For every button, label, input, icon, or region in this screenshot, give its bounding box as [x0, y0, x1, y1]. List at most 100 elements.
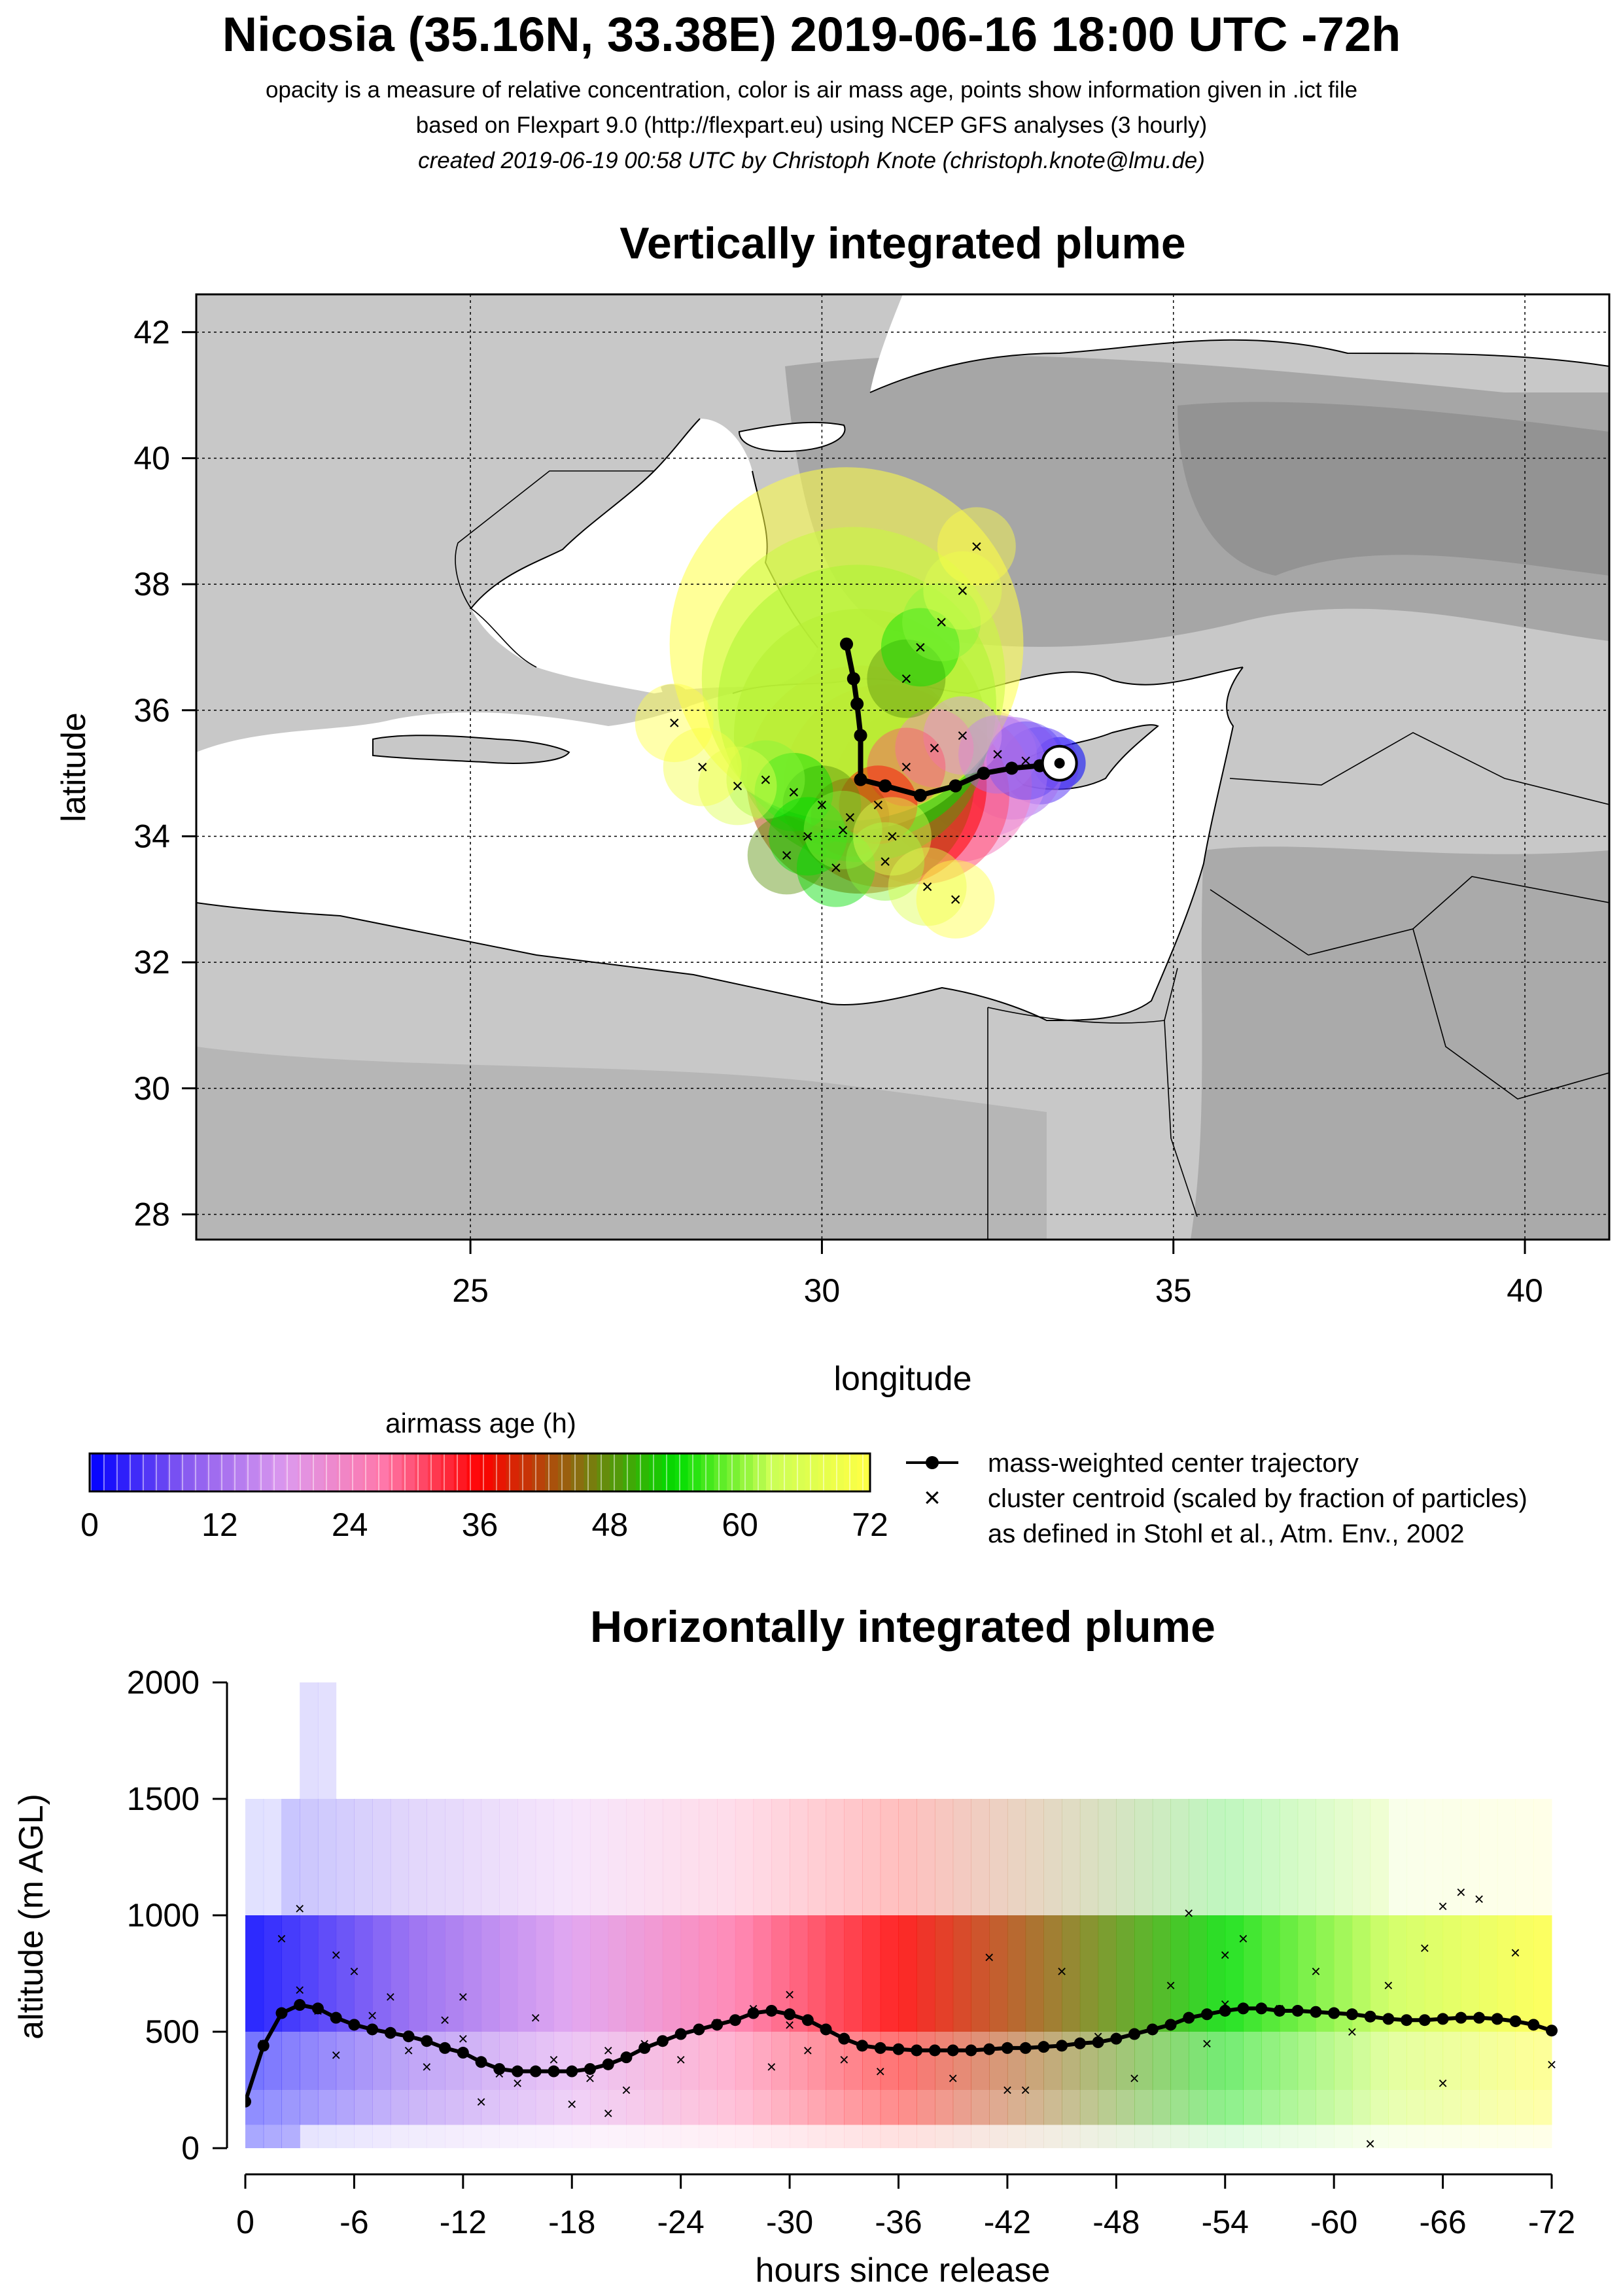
legend-centroid-icon: ×: [924, 1482, 941, 1514]
profile-band-cell: [535, 2090, 555, 2125]
profile-band-cell: [1134, 2125, 1153, 2148]
profile-band-cell: [790, 2032, 809, 2090]
profile-centroid-marker: ×: [404, 2040, 413, 2060]
profile-trajectory-point: [1509, 2015, 1522, 2027]
profile-band-cell: [916, 1799, 935, 1915]
profile-xtick-label: -24: [657, 2204, 705, 2240]
profile-band-cell: [626, 2125, 645, 2148]
profile-trajectory-point: [965, 2044, 977, 2057]
profile-band-cell: [408, 2125, 427, 2148]
profile-trajectory-point: [1073, 2037, 1086, 2049]
profile-band-cell: [1279, 2090, 1299, 2125]
profile-band-cell: [1479, 2032, 1498, 2090]
profile-trajectory-point: [928, 2044, 941, 2057]
map-centroid-marker: ×: [816, 794, 828, 816]
profile-band-cell: [971, 2032, 990, 2090]
colorbar-tick-label: 72: [852, 1506, 888, 1543]
profile-band-cell: [1152, 1799, 1172, 1915]
profile-band-cell: [1225, 1799, 1244, 1915]
profile-ytick-label: 0: [181, 2130, 200, 2166]
profile-band-cell: [1243, 2032, 1262, 2090]
profile-band-cell: [1062, 1915, 1081, 2032]
profile-xtick-label: -60: [1310, 2204, 1357, 2240]
profile-centroid-marker: ×: [985, 1947, 994, 1967]
profile-band-cell: [1442, 2125, 1461, 2148]
profile-band-cell: [1116, 1915, 1135, 2032]
profile-band-cell: [1424, 2090, 1444, 2125]
profile-band-cell: [971, 1915, 990, 2032]
profile-band-cell: [1025, 2090, 1044, 2125]
profile-band-cell: [826, 2125, 845, 2148]
profile-trajectory-point: [1346, 2008, 1358, 2021]
profile-trajectory-point: [1237, 2002, 1249, 2015]
plume-cell: [663, 727, 742, 807]
profile-band-cell: [862, 1799, 881, 1915]
map-centroid-marker: ×: [922, 877, 934, 898]
profile-trajectory-point: [765, 2004, 778, 2017]
profile-band-cell: [1479, 1799, 1498, 1915]
profile-band-cell: [1261, 2032, 1280, 2090]
profile-band-cell: [481, 2090, 500, 2125]
profile-band-cell: [317, 2032, 337, 2090]
profile-band-cell: [1515, 1915, 1534, 2032]
profile-band-cell: [1243, 1799, 1262, 1915]
profile-trajectory-point: [1491, 2013, 1503, 2025]
profile-band-cell: [1025, 1799, 1044, 1915]
plume-cell: [902, 582, 981, 661]
profile-band-cell: [281, 2090, 300, 2125]
map-gridlines: [196, 294, 1609, 1240]
map-ytick-label: 42: [133, 314, 170, 351]
profile-centroid-marker: ×: [603, 2104, 613, 2123]
profile-band-cell: [1043, 2090, 1062, 2125]
profile-band-cell: [1388, 1915, 1407, 2032]
profile-band-cell: [572, 1915, 591, 2032]
profile-band-cell: [1533, 2032, 1552, 2090]
profile-trajectory-point: [1364, 2010, 1376, 2023]
profile-centroid-marker: ×: [1456, 1882, 1466, 1902]
profile-centroid-marker: ×: [476, 2092, 486, 2112]
map-trajectory-point: [840, 637, 854, 651]
profile-band-cell: [1424, 1915, 1444, 2032]
profile-band-cell: [826, 1799, 845, 1915]
map-centroid-marker: ×: [669, 712, 680, 734]
profile-band-cell: [481, 1915, 500, 2032]
profile-band-cell: [589, 2125, 609, 2148]
profile-xtick-label: -18: [548, 2204, 595, 2240]
profile-band-cell: [1352, 2090, 1371, 2125]
profile-band-cell: [753, 2125, 772, 2148]
profile-band-cell: [699, 2125, 718, 2148]
profile-band-cell: [336, 2032, 355, 2090]
map-centroid-marker: ×: [957, 580, 969, 602]
colorbar-tick-label: 12: [201, 1506, 238, 1543]
profile-trajectory-point: [856, 2040, 869, 2052]
profile-xtick-label: -36: [875, 2204, 922, 2240]
profile-band-cell: [535, 2125, 555, 2148]
profile-band-cell: [1533, 2090, 1552, 2125]
map-ytick-label: 34: [133, 818, 170, 854]
profile-band-cell: [1406, 2125, 1425, 2148]
profile-band-cell: [245, 1799, 264, 1915]
plume-cell: [726, 740, 805, 819]
page-title: Nicosia (35.16N, 33.38E) 2019-06-16 18:0…: [222, 7, 1401, 61]
colorbar-label: airmass age (h): [385, 1408, 576, 1438]
profile-band-cell: [1279, 2032, 1299, 2090]
profile-trajectory-point: [656, 2035, 669, 2047]
profile-trajectory-point: [892, 2043, 905, 2055]
profile-trajectory-point: [584, 2062, 596, 2075]
release-site-dot: [1054, 757, 1065, 769]
map-centroid-marker: ×: [873, 794, 884, 816]
map-centroid-marker: ×: [901, 669, 913, 690]
profile-band-cell: [1297, 2125, 1316, 2148]
profile-band-cell: [934, 2125, 954, 2148]
profile-trajectory-point: [1473, 2011, 1486, 2024]
profile-band-cell: [1007, 1799, 1026, 1915]
colorbar-tick-label: 60: [722, 1506, 758, 1543]
profile-band-cell: [553, 1915, 572, 2032]
profile-band-cell: [462, 2125, 482, 2148]
profile-band-cell: [1334, 1799, 1353, 1915]
profile-trajectory-point: [1328, 2007, 1340, 2019]
profile-band-cell: [1043, 1799, 1062, 1915]
profile-band-cell: [300, 1799, 319, 1915]
map-centroid-marker: ×: [845, 807, 856, 829]
profile-band-cell: [1134, 2032, 1153, 2090]
